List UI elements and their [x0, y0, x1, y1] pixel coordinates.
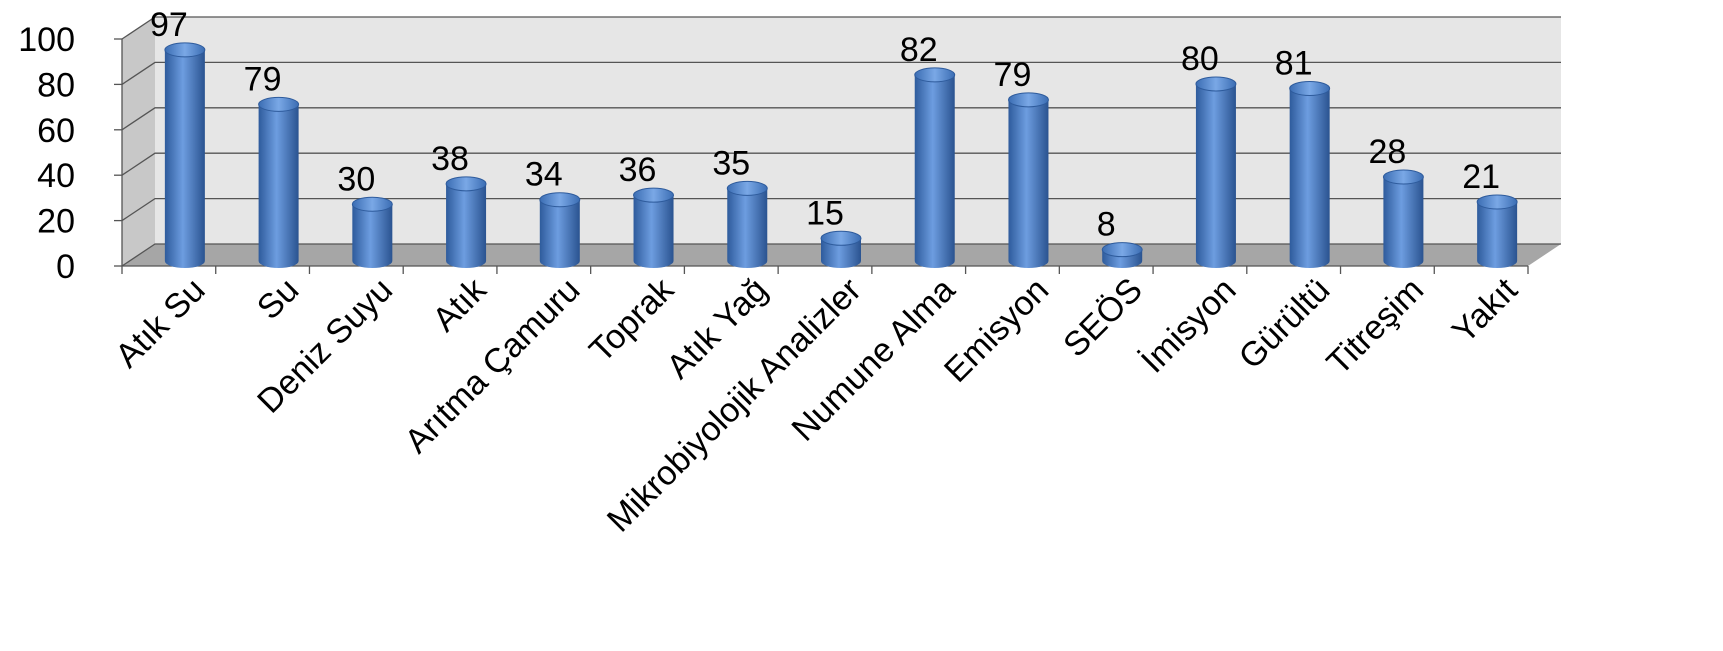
bar [914, 67, 956, 269]
data-label: 15 [806, 194, 844, 232]
gridline [121, 197, 1561, 222]
x-tick-label: İmisyon [1134, 271, 1244, 381]
bar [1007, 92, 1049, 269]
bar [633, 187, 675, 269]
data-label: 81 [1275, 44, 1313, 82]
bar-body [914, 74, 955, 269]
y-tick-label: 60 [37, 112, 75, 150]
bar-top [1289, 80, 1331, 96]
bar [820, 230, 862, 268]
bar-body [352, 204, 393, 269]
data-label: 35 [712, 144, 750, 182]
data-label: 82 [900, 31, 938, 69]
bar-body [446, 183, 487, 269]
bar [351, 196, 393, 269]
bar [258, 96, 300, 269]
gridline [121, 152, 1561, 176]
bar-body [1383, 177, 1424, 269]
data-label: 30 [337, 160, 375, 198]
bar-top [1476, 194, 1518, 210]
bar-top [820, 230, 862, 246]
x-tick-label: Atık Su [108, 271, 212, 375]
bar-top [1195, 76, 1237, 92]
bar [1101, 242, 1143, 269]
data-label: 28 [1368, 133, 1406, 171]
x-tick-label: Su [250, 271, 306, 327]
x-tick-label: Numune Alma [785, 271, 963, 449]
bar-top [539, 192, 581, 208]
bar-top [1007, 92, 1049, 108]
bar [445, 176, 487, 269]
bar-body [633, 195, 674, 269]
x-tick-label: Titreşim [1320, 271, 1431, 382]
bar-top [914, 67, 956, 83]
bar [726, 180, 768, 269]
bar-body [258, 104, 299, 269]
gridline [121, 107, 1561, 131]
gridline [121, 61, 1561, 85]
bar-top [445, 176, 487, 192]
bars [164, 42, 1518, 269]
bar-body [1477, 201, 1518, 269]
data-label: 34 [525, 156, 563, 194]
gridlines [121, 16, 1561, 267]
bar [539, 192, 581, 269]
bar-body [164, 49, 205, 269]
x-tick-label: Atık [425, 270, 494, 339]
data-label: 36 [619, 151, 657, 189]
bar [1476, 194, 1518, 269]
data-label: 38 [431, 140, 469, 178]
bar-top [351, 196, 393, 212]
y-tick-label: 40 [37, 157, 75, 195]
y-tick-label: 100 [18, 21, 75, 59]
gridline [121, 16, 1561, 40]
data-label: 21 [1462, 158, 1500, 196]
data-label: 79 [994, 56, 1032, 94]
y-axis-ticks: 0 20 40 60 80 100 [18, 21, 122, 286]
y-tick-label: 20 [37, 203, 75, 241]
y-tick-label: 80 [37, 66, 75, 104]
x-tick-label: Arıtma Çamuru [398, 271, 588, 461]
bar-body [727, 188, 768, 269]
gridline [121, 243, 1561, 267]
x-tick-label: Yakıt [1445, 270, 1525, 350]
bar [1195, 76, 1237, 269]
bar [1382, 169, 1424, 269]
data-label: 97 [150, 6, 188, 44]
bar-body [1289, 88, 1330, 269]
bar [1289, 80, 1331, 269]
bar-top [726, 180, 768, 196]
bar [164, 42, 206, 269]
bar-body [539, 199, 580, 269]
data-label: 80 [1181, 40, 1219, 78]
bar-top [258, 96, 300, 112]
data-label: 8 [1097, 206, 1116, 244]
bar-top [164, 42, 206, 58]
side-wall [122, 17, 155, 266]
x-tick-label: Emisyon [937, 271, 1056, 390]
bar-body [1195, 83, 1236, 269]
data-labels: 97 79 30 38 34 36 35 15 82 79 8 80 81 28 21 [150, 6, 1500, 244]
bar-body [1008, 99, 1049, 269]
bar-top [1382, 169, 1424, 185]
y-tick-label: 0 [56, 248, 75, 286]
data-label: 79 [244, 60, 282, 98]
x-tick-label: Gürültü [1232, 271, 1338, 377]
bar-top [1101, 242, 1143, 258]
bar-body [821, 238, 861, 268]
bar-top [633, 187, 675, 203]
